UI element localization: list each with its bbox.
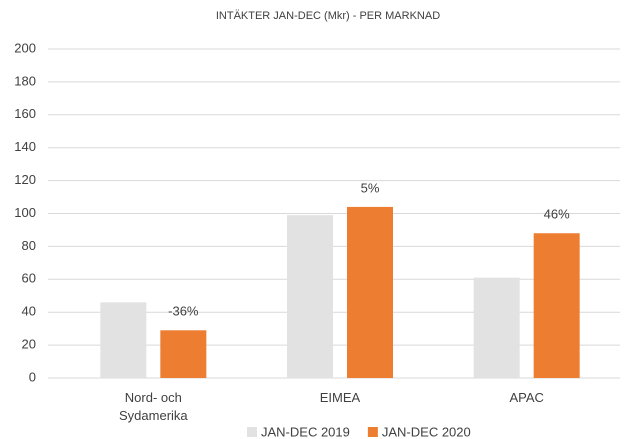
legend-label: JAN-DEC 2019 [261, 424, 350, 439]
bar [160, 330, 207, 378]
y-tick-label: 20 [22, 337, 36, 352]
legend-swatch [247, 427, 257, 437]
x-tick-label: APAC [509, 390, 544, 405]
bar [100, 302, 147, 378]
y-tick-label: 0 [29, 369, 36, 384]
y-tick-label: 140 [14, 139, 36, 154]
chart-title: INTÄKTER JAN-DEC (Mkr) - PER MARKNAD [216, 10, 440, 22]
legend-swatch [367, 427, 378, 437]
bar [473, 277, 520, 378]
legend-label: JAN-DEC 2020 [382, 424, 471, 439]
y-tick-label: 100 [14, 205, 36, 220]
y-tick-label: 180 [14, 73, 36, 88]
y-tick-label: 80 [22, 238, 36, 253]
x-tick-label: Nord- och Sydamerika [119, 390, 188, 423]
y-tick-label: 60 [22, 271, 36, 286]
y-tick-label: 200 [14, 40, 36, 55]
y-tick-label: 40 [22, 304, 36, 319]
annotation: 46% [544, 207, 570, 222]
y-tick-label: 160 [14, 106, 36, 121]
annotation: 5% [361, 180, 380, 195]
x-tick-label: EIMEA [319, 390, 361, 405]
bar [287, 215, 333, 378]
annotation: -36% [168, 304, 199, 319]
bar [533, 233, 580, 378]
bar [347, 206, 393, 378]
y-tick-label: 120 [14, 172, 36, 187]
